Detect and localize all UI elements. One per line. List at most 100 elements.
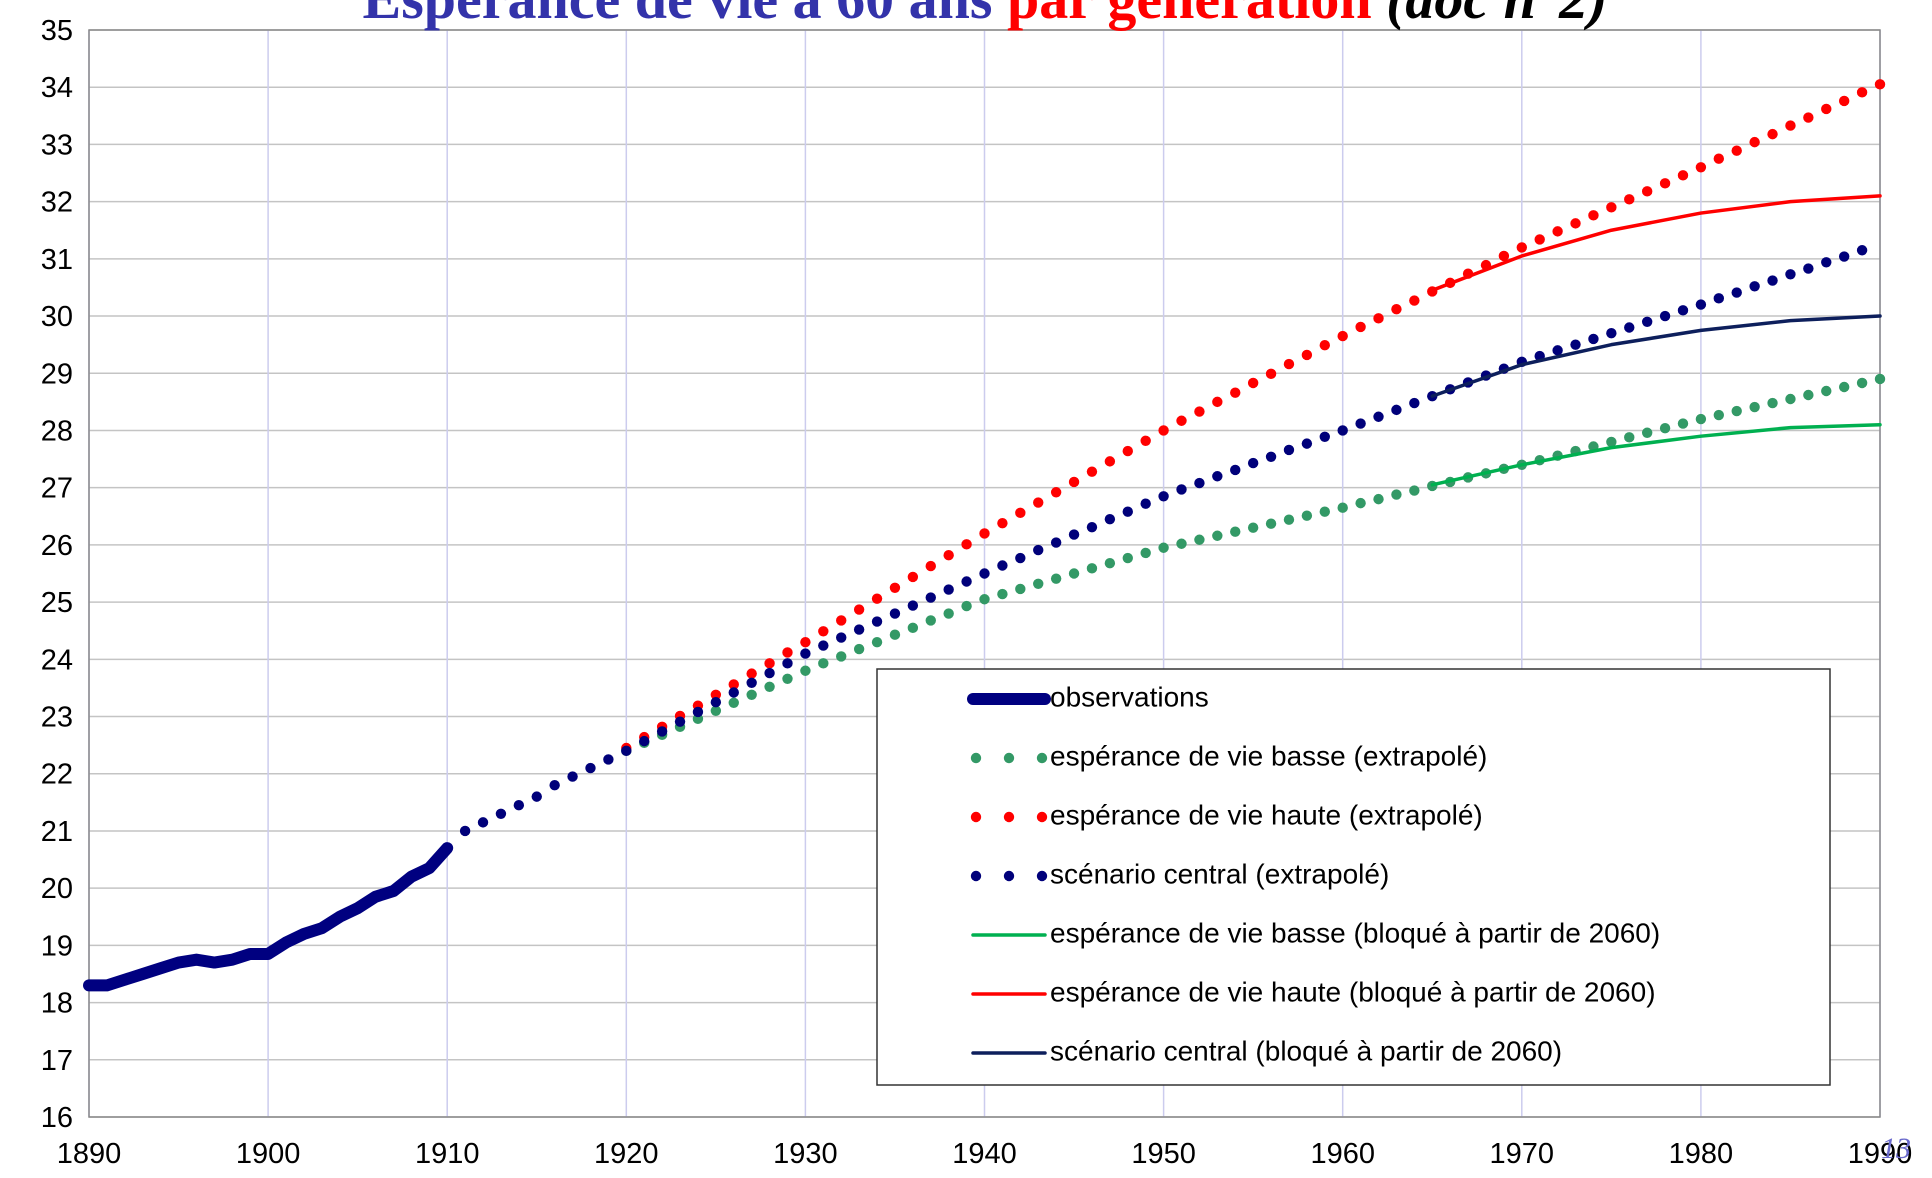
data-point: [728, 687, 739, 698]
data-point: [1803, 112, 1814, 123]
data-point: [621, 745, 632, 757]
y-tick-label: 26: [41, 530, 73, 562]
data-point: [1373, 493, 1384, 505]
data-point: [1301, 510, 1313, 521]
data-point: [1212, 530, 1223, 541]
x-tick-label: 1940: [952, 1138, 1017, 1170]
x-tick-label: 1900: [236, 1138, 301, 1170]
plot: [83, 79, 1886, 992]
data-point: [1498, 250, 1510, 262]
data-point: [1158, 425, 1169, 436]
data-point: [907, 571, 919, 583]
data-point: [531, 791, 542, 802]
data-point: [1337, 425, 1348, 436]
data-point: [1033, 497, 1044, 508]
data-point: [1176, 484, 1187, 495]
page-number: 13: [1881, 1132, 1911, 1165]
data-point: [1230, 387, 1241, 398]
data-point: [961, 600, 972, 612]
data-point: [1695, 162, 1707, 173]
data-point: [728, 697, 739, 708]
data-point: [979, 568, 990, 579]
title-part: (doc n°2): [1386, 0, 1607, 31]
data-point: [800, 636, 811, 648]
data-point: [818, 640, 829, 651]
data-point: [1212, 471, 1223, 482]
data-point: [1194, 477, 1205, 489]
data-point: [1731, 287, 1742, 298]
data-point: [1641, 186, 1653, 197]
data-point: [1659, 178, 1671, 189]
legend-label: espérance de vie basse (bloqué à partir …: [1050, 917, 1660, 948]
legend-swatch: [1003, 752, 1015, 764]
data-point: [1641, 427, 1653, 438]
data-point: [1230, 464, 1241, 476]
data-point: [1570, 339, 1581, 350]
data-point: [800, 665, 811, 676]
data-point: [836, 615, 847, 626]
data-point: [1247, 377, 1259, 389]
legend-swatch: [970, 752, 982, 764]
data-point: [1104, 513, 1116, 525]
data-point: [585, 762, 596, 774]
data-point: [1588, 333, 1599, 345]
y-tick-label: 30: [41, 301, 73, 333]
legend-box: [876, 668, 1831, 1086]
data-point: [495, 808, 507, 819]
data-point: [692, 706, 704, 718]
data-point: [1068, 476, 1080, 488]
data-point: [1319, 340, 1330, 351]
legend-swatch: [1036, 811, 1048, 823]
data-point: [674, 716, 686, 727]
data-point: [1230, 526, 1241, 537]
y-tick-label: 20: [41, 873, 73, 905]
data-point: [1319, 431, 1330, 442]
data-point: [836, 651, 847, 662]
legend-swatch: [1003, 870, 1015, 882]
y-tick-label: 31: [41, 244, 73, 276]
legend-swatch: [1003, 811, 1015, 823]
data-point: [853, 604, 865, 615]
data-point: [1677, 170, 1689, 181]
data-point: [1265, 451, 1277, 462]
data-point: [782, 647, 793, 658]
data-point: [1713, 153, 1725, 164]
data-point: [764, 667, 775, 679]
legend-label: espérance de vie haute (bloqué à partir …: [1050, 976, 1656, 1007]
data-point: [1677, 418, 1689, 429]
data-point: [1677, 305, 1689, 316]
data-point: [997, 588, 1008, 600]
data-point: [1624, 432, 1635, 443]
data-point: [1874, 79, 1886, 90]
y-tick-label: 25: [41, 587, 73, 619]
data-point: [1122, 552, 1133, 564]
data-point: [1767, 128, 1778, 140]
y-tick-label: 22: [41, 759, 73, 791]
legend-swatch: [970, 870, 982, 882]
data-point: [1355, 418, 1366, 429]
data-point: [1785, 393, 1796, 405]
data-point: [997, 517, 1008, 529]
data-point: [1606, 328, 1617, 339]
y-tick-label: 27: [41, 473, 73, 505]
data-point: [1355, 497, 1366, 509]
data-point: [746, 677, 757, 688]
data-point: [853, 643, 865, 655]
x-tick-label: 1890: [57, 1138, 122, 1170]
legend-label: observations: [1050, 681, 1209, 712]
chart-title: Espérance de vie à 60 ans par génération…: [363, 0, 1608, 31]
data-point: [1086, 466, 1098, 477]
data-point: [1713, 293, 1725, 304]
data-point: [1606, 202, 1617, 213]
data-point: [1749, 136, 1760, 148]
x-tick-label: 1960: [1310, 1138, 1375, 1170]
legend-label: espérance de vie basse (extrapolé): [1050, 740, 1487, 771]
data-point: [961, 576, 972, 587]
data-point: [1409, 295, 1420, 306]
y-tick-label: 29: [41, 358, 73, 390]
legend-label: scénario central (extrapolé): [1050, 858, 1389, 889]
data-point: [1552, 226, 1563, 237]
data-point: [1194, 406, 1205, 417]
data-point: [1104, 558, 1116, 569]
